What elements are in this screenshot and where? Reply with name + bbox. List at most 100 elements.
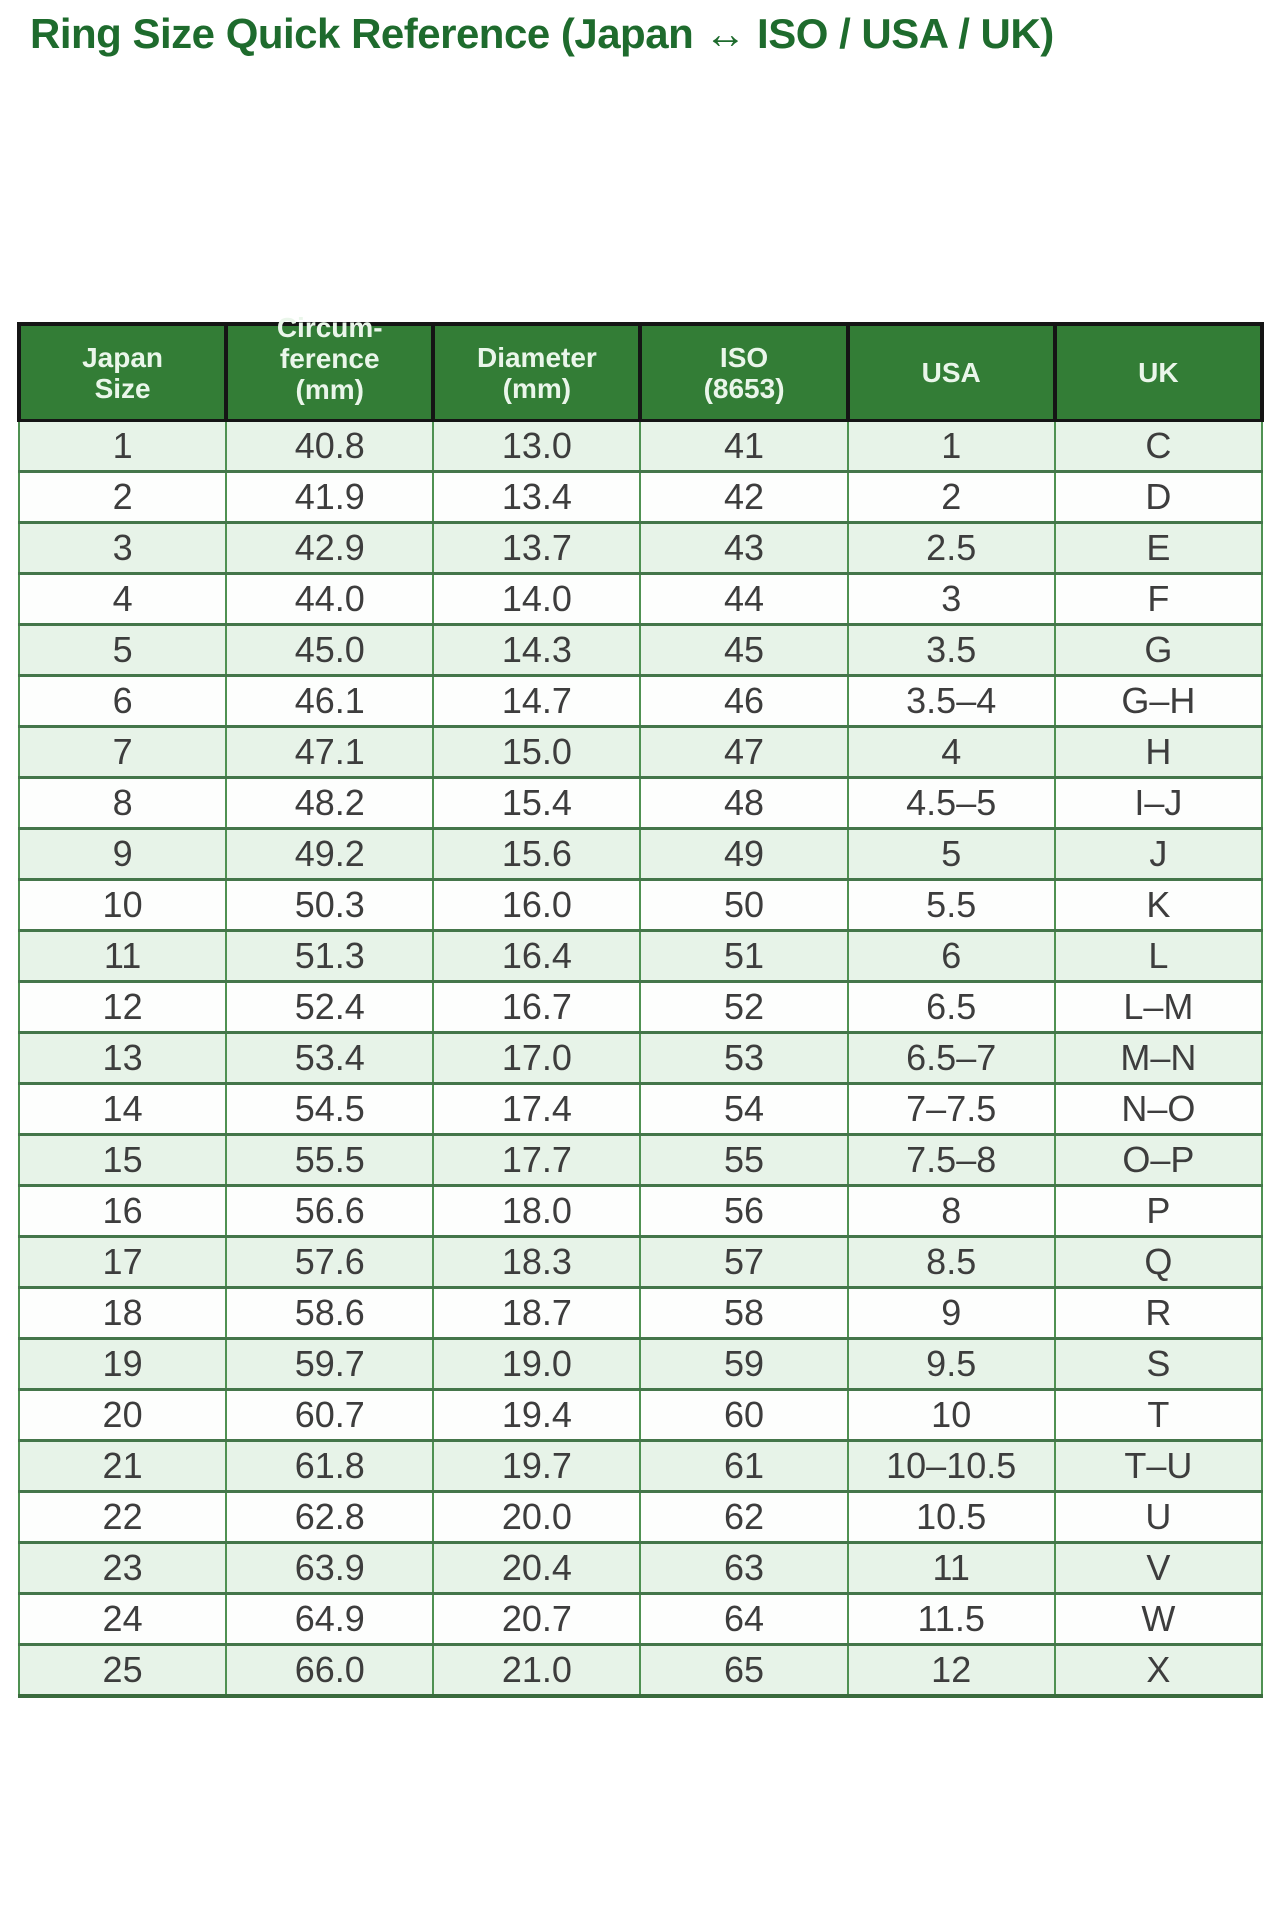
table-cell: 43 — [639, 521, 849, 575]
table-cell: 16.0 — [432, 878, 642, 932]
table-cell: 16.7 — [432, 980, 642, 1034]
table-cell: R — [1053, 1286, 1264, 1340]
table-cell: 53 — [639, 1031, 849, 1085]
table-cell: 21.0 — [432, 1643, 642, 1698]
table-cell: 20.0 — [432, 1490, 642, 1544]
table-cell: 45 — [639, 623, 849, 677]
table-cell: 19.7 — [432, 1439, 642, 1493]
table-cell: 1 — [846, 419, 1056, 473]
table-cell: 12 — [846, 1643, 1056, 1698]
table-cell: 8.5 — [846, 1235, 1056, 1289]
table-row: 15 55.5 17.7 55 7.5–8 O–P — [17, 1133, 1264, 1187]
table-cell: 49.2 — [225, 827, 435, 881]
table-cell: F — [1053, 572, 1264, 626]
table-cell: 57 — [639, 1235, 849, 1289]
table-cell: 64.9 — [225, 1592, 435, 1646]
table-row: 13 53.4 17.0 53 6.5–7 M–N — [17, 1031, 1264, 1085]
table-cell: 9 — [17, 827, 228, 881]
table-cell: H — [1053, 725, 1264, 779]
table-cell: 46.1 — [225, 674, 435, 728]
table-cell: 47 — [639, 725, 849, 779]
table-row: 16 56.6 18.0 56 8 P — [17, 1184, 1264, 1238]
table-cell: 11.5 — [846, 1592, 1056, 1646]
table-cell: 58.6 — [225, 1286, 435, 1340]
table-cell: 53.4 — [225, 1031, 435, 1085]
table-cell: X — [1053, 1643, 1264, 1698]
table-row: 4 44.0 14.0 44 3 F — [17, 572, 1264, 626]
table-cell: 12 — [17, 980, 228, 1034]
table-cell: 3.5–4 — [846, 674, 1056, 728]
table-cell: 61.8 — [225, 1439, 435, 1493]
table-cell: 11 — [17, 929, 228, 983]
table-cell: S — [1053, 1337, 1264, 1391]
table-cell: 16 — [17, 1184, 228, 1238]
table-cell: 11 — [846, 1541, 1056, 1595]
table-cell: 52.4 — [225, 980, 435, 1034]
table-cell: 15.0 — [432, 725, 642, 779]
table-cell: 1 — [17, 419, 228, 473]
table-row: 5 45.0 14.3 45 3.5 G — [17, 623, 1264, 677]
table-row: 22 62.8 20.0 62 10.5 U — [17, 1490, 1264, 1544]
table-cell: T–U — [1053, 1439, 1264, 1493]
table-cell: 2 — [846, 470, 1056, 524]
table-cell: 6 — [17, 674, 228, 728]
table-cell: 61 — [639, 1439, 849, 1493]
table-cell: L–M — [1053, 980, 1264, 1034]
page-title: Ring Size Quick Reference (Japan ↔ ISO /… — [30, 10, 1054, 57]
table-cell: 55 — [639, 1133, 849, 1187]
table-cell: 22 — [17, 1490, 228, 1544]
table-cell: 6.5 — [846, 980, 1056, 1034]
table-cell: 20.7 — [432, 1592, 642, 1646]
table-cell: O–P — [1053, 1133, 1264, 1187]
table-row: 18 58.6 18.7 58 9 R — [17, 1286, 1264, 1340]
table-cell: 18.7 — [432, 1286, 642, 1340]
table-cell: 66.0 — [225, 1643, 435, 1698]
table-cell: 62.8 — [225, 1490, 435, 1544]
table-cell: 44 — [639, 572, 849, 626]
table-cell: J — [1053, 827, 1264, 881]
table-cell: D — [1053, 470, 1264, 524]
table-cell: 4 — [17, 572, 228, 626]
table-cell: 42.9 — [225, 521, 435, 575]
table-cell: P — [1053, 1184, 1264, 1238]
table-cell: 6.5–7 — [846, 1031, 1056, 1085]
table-cell: 3 — [846, 572, 1056, 626]
table-row: 17 57.6 18.3 57 8.5 Q — [17, 1235, 1264, 1289]
table-row: 9 49.2 15.6 49 5 J — [17, 827, 1264, 881]
table-cell: 7.5–8 — [846, 1133, 1056, 1187]
table-cell: V — [1053, 1541, 1264, 1595]
table-cell: 4 — [846, 725, 1056, 779]
table-cell: 7–7.5 — [846, 1082, 1056, 1136]
table-cell: 60 — [639, 1388, 849, 1442]
table-row: 11 51.3 16.4 51 6 L — [17, 929, 1264, 983]
table-cell: I–J — [1053, 776, 1264, 830]
table-cell: 3.5 — [846, 623, 1056, 677]
table-cell: 13.0 — [432, 419, 642, 473]
table-cell: 9.5 — [846, 1337, 1056, 1391]
table-cell: 48 — [639, 776, 849, 830]
table-cell: 13.7 — [432, 521, 642, 575]
table-cell: 52 — [639, 980, 849, 1034]
table-row: 20 60.7 19.4 60 10 T — [17, 1388, 1264, 1442]
table-row: 24 64.9 20.7 64 11.5 W — [17, 1592, 1264, 1646]
table-cell: 59.7 — [225, 1337, 435, 1391]
table-cell: 19 — [17, 1337, 228, 1391]
table-cell: Q — [1053, 1235, 1264, 1289]
table-cell: 20 — [17, 1388, 228, 1442]
table-row: 8 48.2 15.4 48 4.5–5 I–J — [17, 776, 1264, 830]
table-row: 23 63.9 20.4 63 11 V — [17, 1541, 1264, 1595]
table-cell: 17.4 — [432, 1082, 642, 1136]
table-cell: G–H — [1053, 674, 1264, 728]
table-cell: 41 — [639, 419, 849, 473]
table-row: 6 46.1 14.7 46 3.5–4 G–H — [17, 674, 1264, 728]
table-cell: 3 — [17, 521, 228, 575]
table-cell: 59 — [639, 1337, 849, 1391]
table-cell: 16.4 — [432, 929, 642, 983]
table-cell: 64 — [639, 1592, 849, 1646]
table-cell: N–O — [1053, 1082, 1264, 1136]
table-row: 25 66.0 21.0 65 12 X — [17, 1643, 1264, 1698]
table-cell: 56 — [639, 1184, 849, 1238]
table-cell: 5 — [846, 827, 1056, 881]
table-cell: 41.9 — [225, 470, 435, 524]
table-cell: 49 — [639, 827, 849, 881]
